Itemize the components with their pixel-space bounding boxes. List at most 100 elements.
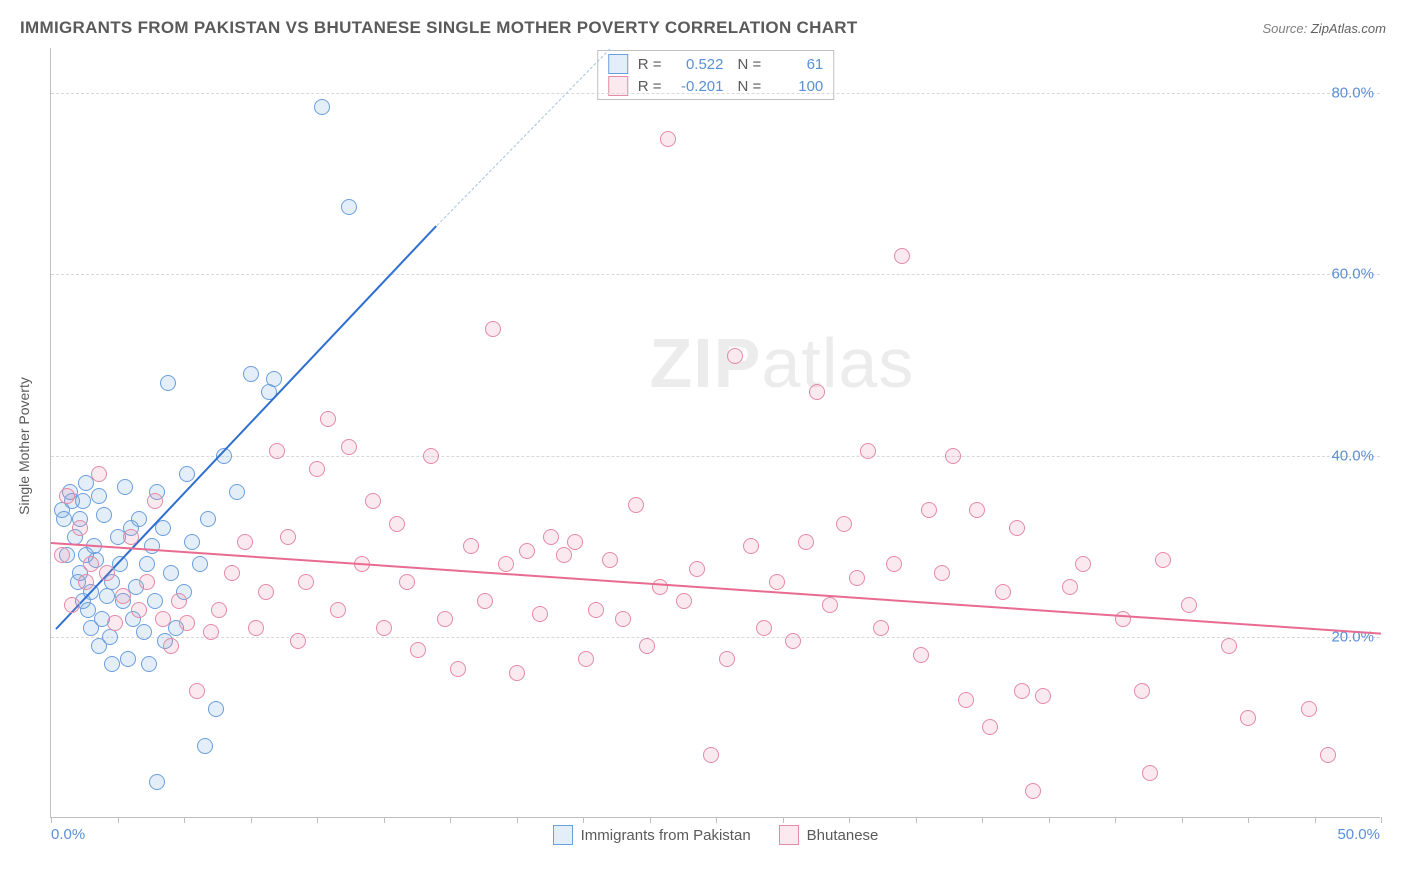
- data-point-bhutanese: [556, 547, 572, 563]
- x-tick-mark: [650, 817, 651, 823]
- data-point-pakistan: [149, 774, 165, 790]
- watermark: ZIPatlas: [650, 323, 915, 403]
- data-point-bhutanese: [639, 638, 655, 654]
- data-point-bhutanese: [155, 611, 171, 627]
- x-tick-mark: [716, 817, 717, 823]
- legend-label-pakistan: Immigrants from Pakistan: [581, 827, 751, 844]
- data-point-bhutanese: [59, 488, 75, 504]
- data-point-pakistan: [341, 199, 357, 215]
- data-point-bhutanese: [982, 719, 998, 735]
- data-point-bhutanese: [727, 348, 743, 364]
- data-point-bhutanese: [64, 597, 80, 613]
- data-point-bhutanese: [1320, 747, 1336, 763]
- data-point-bhutanese: [849, 570, 865, 586]
- data-point-bhutanese: [958, 692, 974, 708]
- data-point-bhutanese: [365, 493, 381, 509]
- data-point-bhutanese: [211, 602, 227, 618]
- data-point-bhutanese: [1134, 683, 1150, 699]
- data-point-bhutanese: [615, 611, 631, 627]
- data-point-bhutanese: [463, 538, 479, 554]
- stats-row-pakistan: R =0.522N =61: [598, 53, 834, 75]
- data-point-bhutanese: [509, 665, 525, 681]
- x-tick-mark: [118, 817, 119, 823]
- data-point-pakistan: [314, 99, 330, 115]
- data-point-bhutanese: [189, 683, 205, 699]
- data-point-bhutanese: [115, 588, 131, 604]
- data-point-bhutanese: [921, 502, 937, 518]
- data-point-bhutanese: [163, 638, 179, 654]
- data-point-bhutanese: [341, 439, 357, 455]
- data-point-pakistan: [197, 738, 213, 754]
- data-point-bhutanese: [822, 597, 838, 613]
- data-point-bhutanese: [123, 529, 139, 545]
- data-point-bhutanese: [676, 593, 692, 609]
- data-point-bhutanese: [543, 529, 559, 545]
- data-point-bhutanese: [224, 565, 240, 581]
- data-point-bhutanese: [139, 574, 155, 590]
- data-point-bhutanese: [171, 593, 187, 609]
- legend-label-bhutanese: Bhutanese: [807, 827, 879, 844]
- data-point-bhutanese: [376, 620, 392, 636]
- data-point-bhutanese: [91, 466, 107, 482]
- data-point-bhutanese: [519, 543, 535, 559]
- data-point-bhutanese: [179, 615, 195, 631]
- data-point-pakistan: [117, 479, 133, 495]
- data-point-bhutanese: [410, 642, 426, 658]
- data-point-bhutanese: [798, 534, 814, 550]
- data-point-bhutanese: [450, 661, 466, 677]
- data-point-pakistan: [131, 511, 147, 527]
- data-point-pakistan: [179, 466, 195, 482]
- data-point-bhutanese: [703, 747, 719, 763]
- data-point-pakistan: [56, 511, 72, 527]
- data-point-bhutanese: [1014, 683, 1030, 699]
- bottom-legend: Immigrants from Pakistan Bhutanese: [51, 825, 1380, 845]
- data-point-bhutanese: [423, 448, 439, 464]
- data-point-bhutanese: [588, 602, 604, 618]
- x-tick-mark: [1115, 817, 1116, 823]
- data-point-bhutanese: [248, 620, 264, 636]
- stats-r-label: R =: [638, 78, 662, 95]
- x-tick-mark: [1182, 817, 1183, 823]
- stats-n-label: N =: [738, 56, 762, 73]
- gridline-h: [51, 456, 1380, 457]
- data-point-bhutanese: [1025, 783, 1041, 799]
- data-point-pakistan: [243, 366, 259, 382]
- data-point-bhutanese: [1301, 701, 1317, 717]
- data-point-pakistan: [91, 488, 107, 504]
- x-tick-mark: [317, 817, 318, 823]
- data-point-bhutanese: [1142, 765, 1158, 781]
- scatter-plot: ZIPatlas R =0.522N =61R =-0.201N =100 Im…: [50, 48, 1380, 818]
- data-point-bhutanese: [809, 384, 825, 400]
- data-point-pakistan: [96, 507, 112, 523]
- legend-item-pakistan: Immigrants from Pakistan: [553, 825, 751, 845]
- source-attribution: Source: ZipAtlas.com: [1262, 21, 1386, 36]
- data-point-pakistan: [184, 534, 200, 550]
- data-point-bhutanese: [969, 502, 985, 518]
- data-point-bhutanese: [437, 611, 453, 627]
- data-point-bhutanese: [785, 633, 801, 649]
- data-point-bhutanese: [894, 248, 910, 264]
- gridline-h: [51, 274, 1380, 275]
- gridline-h: [51, 637, 1380, 638]
- data-point-bhutanese: [719, 651, 735, 667]
- watermark-zip: ZIP: [650, 324, 762, 402]
- data-point-pakistan: [208, 701, 224, 717]
- data-point-bhutanese: [886, 556, 902, 572]
- data-point-bhutanese: [72, 520, 88, 536]
- legend-swatch-pakistan: [553, 825, 573, 845]
- y-tick-label: 80.0%: [1331, 85, 1374, 102]
- x-tick-mark: [583, 817, 584, 823]
- data-point-bhutanese: [258, 584, 274, 600]
- stats-r-label: R =: [638, 56, 662, 73]
- data-point-bhutanese: [1035, 688, 1051, 704]
- x-tick-mark: [384, 817, 385, 823]
- data-point-bhutanese: [873, 620, 889, 636]
- data-point-bhutanese: [399, 574, 415, 590]
- data-point-bhutanese: [298, 574, 314, 590]
- source-value: ZipAtlas.com: [1311, 21, 1386, 36]
- x-tick-mark: [1381, 817, 1382, 823]
- chart-title: IMMIGRANTS FROM PAKISTAN VS BHUTANESE SI…: [20, 18, 858, 38]
- data-point-bhutanese: [107, 615, 123, 631]
- data-point-bhutanese: [652, 579, 668, 595]
- data-point-pakistan: [192, 556, 208, 572]
